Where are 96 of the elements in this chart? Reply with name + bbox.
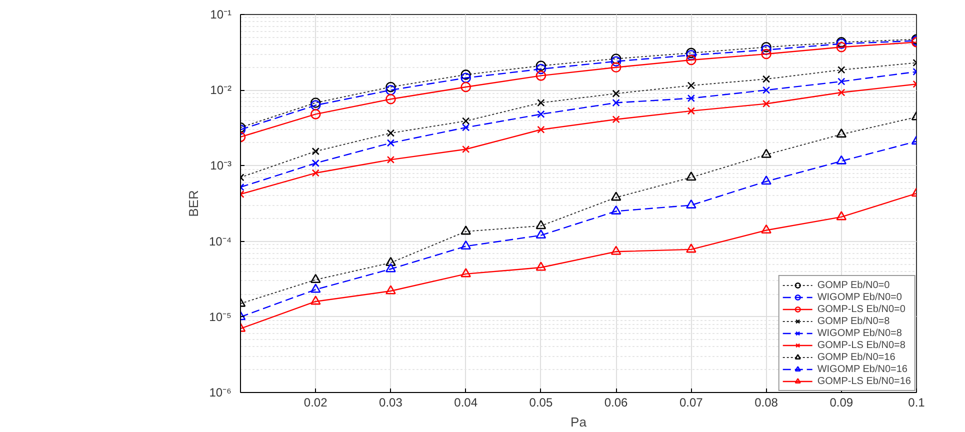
point — [310, 274, 321, 283]
x-tick-label: 0.04 — [454, 396, 478, 410]
point — [386, 82, 396, 92]
legend-label: GOMP-LS Eb/N0=8 — [817, 339, 906, 351]
point — [762, 86, 770, 94]
point — [460, 226, 471, 235]
point — [386, 139, 395, 147]
point — [610, 62, 622, 72]
point — [687, 107, 695, 115]
legend-label: GOMP-LS Eb/N0=16 — [817, 375, 911, 387]
x-tick-label: 0.05 — [529, 396, 553, 410]
point — [310, 100, 321, 110]
point — [761, 44, 772, 56]
point — [462, 145, 470, 154]
point — [537, 126, 545, 134]
point — [762, 75, 770, 83]
point — [462, 117, 470, 125]
x-tick-label: 0.1 — [908, 396, 926, 410]
point — [610, 54, 622, 64]
point — [310, 284, 321, 293]
point — [687, 82, 695, 90]
point — [762, 100, 770, 108]
point — [310, 98, 321, 108]
point — [686, 50, 696, 60]
point — [610, 205, 622, 214]
y-axis-title: BER — [186, 190, 201, 217]
point — [838, 78, 846, 86]
point — [462, 124, 470, 132]
point — [460, 70, 471, 80]
legend-label: WIGOMP Eb/N0=16 — [817, 363, 908, 375]
point — [612, 116, 620, 124]
point — [686, 199, 696, 208]
x-tick-label: 0.08 — [754, 396, 778, 410]
point — [610, 192, 622, 201]
point — [312, 169, 320, 177]
y-tick-label: 10⁻⁴ — [208, 234, 232, 248]
point — [460, 268, 471, 278]
x-tick-label: 0.02 — [304, 396, 328, 410]
point — [460, 72, 471, 84]
point — [536, 229, 546, 239]
point — [386, 156, 395, 164]
point — [386, 256, 396, 266]
point — [312, 147, 320, 156]
x-axis-title: Pa — [570, 414, 588, 430]
point — [761, 148, 772, 158]
legend-label: GOMP Eb/N0=8 — [817, 315, 890, 327]
point — [460, 82, 471, 92]
legend-label: WIGOMP Eb/N0=0 — [817, 291, 902, 303]
point — [386, 263, 396, 272]
point — [386, 129, 395, 137]
point — [537, 110, 545, 118]
legend-label: GOMP Eb/N0=0 — [817, 279, 890, 291]
point — [310, 109, 321, 120]
point — [460, 240, 471, 250]
point — [687, 94, 695, 102]
point — [312, 159, 320, 168]
point — [536, 220, 546, 230]
legend-label: GOMP Eb/N0=16 — [817, 351, 896, 363]
point — [610, 246, 622, 255]
point — [686, 54, 696, 66]
legend-label: GOMP-LS Eb/N0=0 — [817, 303, 906, 315]
y-tick-label: 10⁻² — [210, 83, 232, 98]
point — [686, 244, 696, 253]
point — [386, 84, 396, 96]
legend-label: WIGOMP Eb/N0=8 — [817, 327, 902, 339]
point — [536, 60, 546, 71]
x-tick-label: 0.03 — [379, 396, 403, 410]
y-tick-label: 10⁻³ — [210, 158, 232, 173]
point — [536, 262, 546, 271]
x-tick-label: 0.09 — [830, 396, 854, 410]
point — [838, 88, 846, 96]
point — [836, 211, 847, 220]
y-tick-label: 10⁻¹ — [210, 8, 232, 22]
point — [836, 42, 847, 52]
point — [612, 90, 620, 98]
point — [386, 285, 396, 294]
point — [536, 70, 546, 81]
point — [686, 48, 696, 58]
y-tick-label: 10⁻⁶ — [209, 386, 232, 400]
point — [761, 48, 772, 60]
point — [761, 42, 772, 52]
point — [310, 296, 321, 305]
x-tick-label: 0.07 — [679, 396, 704, 410]
y-tick-label: 10⁻⁵ — [209, 310, 232, 324]
point — [386, 94, 396, 104]
point — [537, 98, 545, 107]
point — [686, 172, 696, 181]
point — [536, 64, 546, 74]
point — [612, 98, 620, 107]
point — [836, 155, 847, 164]
point — [838, 66, 846, 74]
x-tick-label: 0.06 — [604, 396, 628, 410]
point — [761, 176, 772, 185]
point — [761, 224, 772, 234]
point — [610, 56, 622, 66]
point — [836, 128, 847, 138]
